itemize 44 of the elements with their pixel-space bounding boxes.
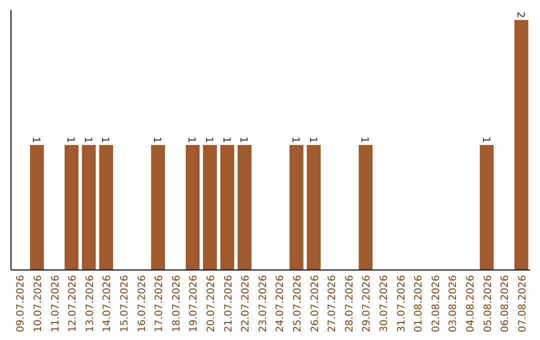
data-label: 1 xyxy=(480,136,491,143)
x-tick-label: 30.07.2026 xyxy=(378,275,390,332)
data-label: 1 xyxy=(30,136,41,143)
x-tick-label: 18.07.2026 xyxy=(171,275,182,332)
x-tick-label: 03.08.2026 xyxy=(448,275,460,332)
x-tick-label: 27.07.2026 xyxy=(327,275,338,332)
x-tick-label: 01.08.2026 xyxy=(414,275,425,332)
x-tick-label: 23.07.2026 xyxy=(258,275,269,332)
data-label: 1 xyxy=(82,136,93,143)
x-tick-label: 19.07.2026 xyxy=(188,275,200,332)
data-label: 1 xyxy=(238,136,249,143)
x-tick-label: 25.07.2026 xyxy=(292,275,304,332)
data-label: 1 xyxy=(289,136,300,143)
x-tick-label: 05.08.2026 xyxy=(482,275,494,332)
data-label: 1 xyxy=(99,136,110,143)
data-label: 1 xyxy=(306,136,318,143)
x-tick-label: 21.07.2026 xyxy=(223,275,234,332)
x-tick-label: 16.07.2026 xyxy=(136,275,148,332)
x-tick-label: 22.07.2026 xyxy=(240,275,252,332)
data-label: 1 xyxy=(64,136,76,143)
x-tick-label: 26.07.2026 xyxy=(310,275,321,332)
x-tick-label: 28.07.2026 xyxy=(344,275,356,332)
x-tick-label: 20.07.2026 xyxy=(206,275,217,332)
x-tick-label: 02.08.2026 xyxy=(430,275,442,332)
x-tick-label: 29.07.2026 xyxy=(362,275,373,332)
x-tick-label: 13.07.2026 xyxy=(84,275,96,332)
x-tick-label: 06.08.2026 xyxy=(500,275,512,332)
x-tick-label: 10.07.2026 xyxy=(32,275,44,332)
data-label: 1 xyxy=(151,136,162,143)
x-tick-label: 11.07.2026 xyxy=(50,275,62,332)
data-label: 1 xyxy=(202,136,214,143)
x-tick-label: 31.07.2026 xyxy=(396,275,408,332)
data-label: 1 xyxy=(220,136,232,143)
data-label: 1 xyxy=(358,136,370,143)
x-tick-label: 14.07.2026 xyxy=(102,275,114,332)
data-label: 2 xyxy=(514,12,526,18)
x-tick-label: 09.07.2026 xyxy=(16,275,27,332)
x-tick-label: 04.08.2026 xyxy=(465,275,476,332)
x-tick-label: 07.08.2026 xyxy=(517,275,528,332)
x-tick-label: 15.07.2026 xyxy=(119,275,130,332)
data-label: 1 xyxy=(186,136,197,143)
x-tick-label: 12.07.2026 xyxy=(68,275,79,332)
x-tick-label: 17.07.2026 xyxy=(154,275,166,332)
x-tick-label: 24.07.2026 xyxy=(275,275,286,332)
